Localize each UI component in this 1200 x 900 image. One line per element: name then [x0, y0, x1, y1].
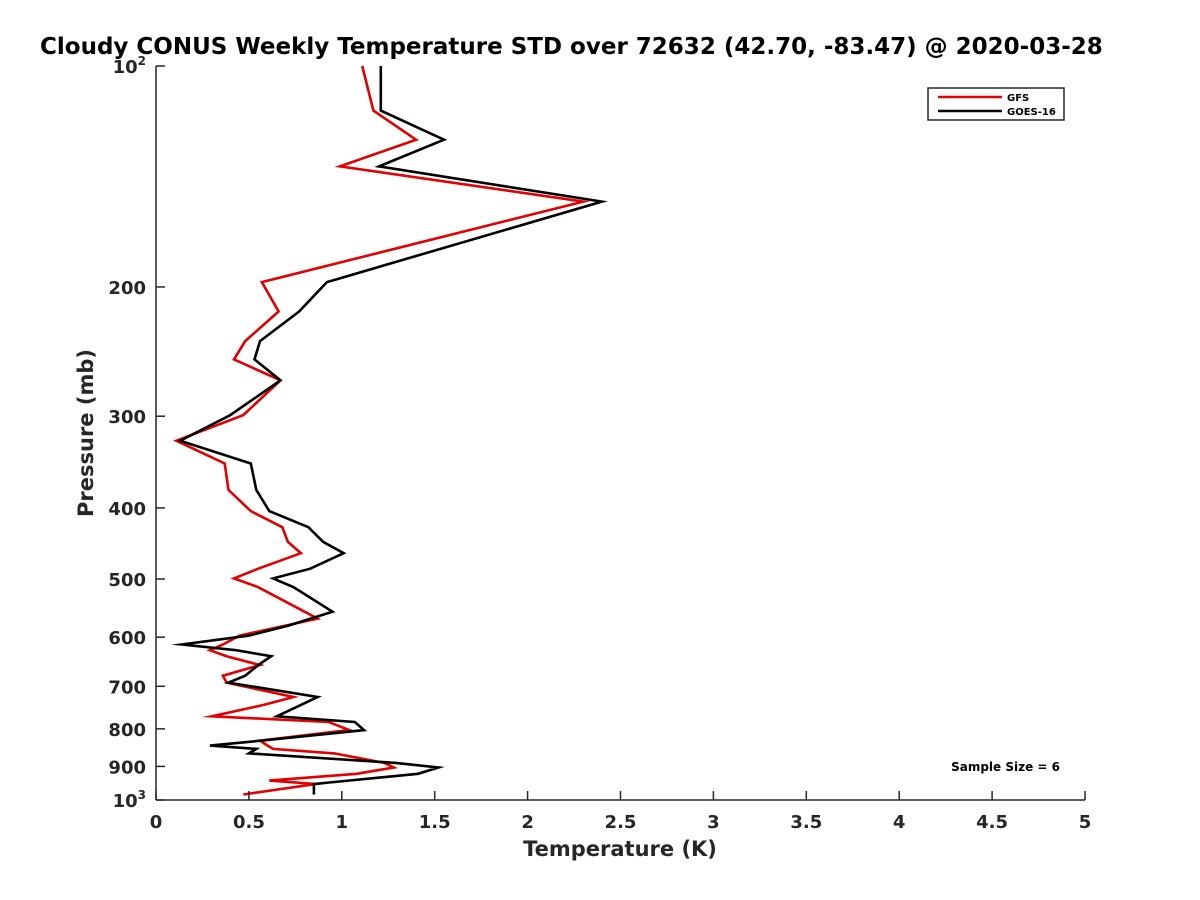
x-tick-label: 4 — [893, 812, 906, 833]
y-tick-label: 102 — [113, 54, 146, 78]
x-tick-label: 4.5 — [976, 812, 1008, 833]
x-tick-label: 1.5 — [419, 812, 451, 833]
y-tick-label: 400 — [108, 499, 146, 520]
y-axis-label: Pressure (mb) — [74, 349, 98, 517]
ticks-layer: 0 0.5 1 1.5 2 2.5 3 3.5 4 4.5 5 102 200 300 400 500 600 7… — [108, 54, 1091, 833]
x-tick-label: 3 — [707, 812, 720, 833]
sample-size-annotation: Sample Size = 6 — [951, 760, 1060, 774]
x-tick-label: 3.5 — [790, 812, 822, 833]
y-tick-label: 300 — [108, 407, 146, 428]
axes-layer — [155, 66, 1085, 801]
x-tick-label: 2.5 — [605, 812, 637, 833]
legend: GFS GOES-16 — [927, 87, 1065, 121]
x-tick-label: 0 — [150, 812, 163, 833]
series-layer — [171, 65, 608, 796]
legend-label-goes-16: GOES-16 — [1007, 107, 1056, 118]
y-tick-label: 600 — [108, 628, 146, 649]
y-tick-label: 900 — [108, 757, 146, 778]
y-tick-label: 103 — [113, 788, 146, 812]
y-tick-label: 200 — [108, 278, 146, 299]
series-line-goes-16 — [171, 66, 608, 795]
x-tick-label: 0.5 — [233, 812, 265, 833]
legend-box — [927, 87, 1065, 121]
series-line-gfs — [173, 65, 591, 796]
y-tick-label: 700 — [108, 677, 146, 698]
legend-label-gfs: GFS — [1007, 93, 1029, 104]
x-tick-label: 2 — [521, 812, 534, 833]
x-tick-label: 1 — [336, 812, 349, 833]
y-tick-label: 500 — [108, 570, 146, 591]
chart-title: Cloudy CONUS Weekly Temperature STD over… — [40, 34, 1103, 60]
x-axis-label: Temperature (K) — [523, 837, 717, 861]
y-tick-label: 800 — [108, 720, 146, 741]
x-tick-label: 5 — [1079, 812, 1092, 833]
